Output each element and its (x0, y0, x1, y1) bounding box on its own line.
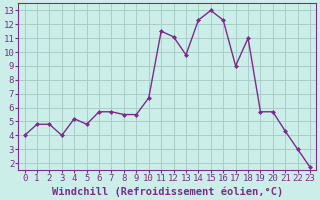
X-axis label: Windchill (Refroidissement éolien,°C): Windchill (Refroidissement éolien,°C) (52, 186, 283, 197)
